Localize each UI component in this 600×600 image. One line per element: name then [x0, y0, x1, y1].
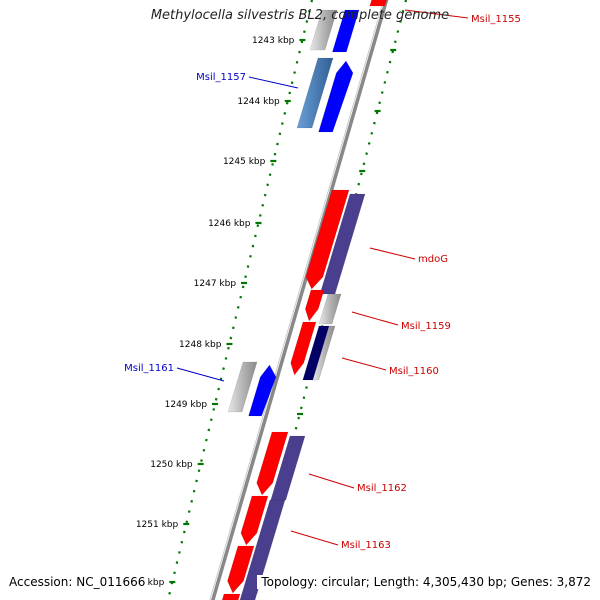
- gene-bar-msil-1155[interactable]: [369, 0, 389, 7]
- ruler-tick-label: 1244 kbp: [237, 97, 280, 107]
- gene-leader-line: [248, 76, 299, 89]
- gene-label[interactable]: Msil_1161: [124, 363, 174, 374]
- gene-label[interactable]: Msil_1163: [341, 540, 391, 551]
- gene-bar-mdog[interactable]: [305, 189, 350, 290]
- gene-label[interactable]: Msil_1159: [401, 321, 451, 332]
- genome-info-text: Topology: circular; Length: 4,305,430 bp…: [257, 575, 591, 589]
- gene-bar-msil-1159[interactable]: [304, 289, 325, 322]
- gene-leader-line: [176, 367, 225, 382]
- gene-label[interactable]: Msil_1155: [471, 14, 521, 25]
- map-title: Methylocella silvestris BL2, complete ge…: [150, 8, 450, 23]
- ruler-tick-label: 1251 kbp: [136, 520, 179, 530]
- ruler-tick-label: kbp: [148, 578, 165, 588]
- ruler-tick-label: 1243 kbp: [252, 36, 295, 46]
- backbone-highlight: [209, 0, 385, 600]
- gene-leader-line: [308, 473, 355, 489]
- accession-text: Accession: NC_011666: [9, 575, 146, 589]
- genes-layer: [218, 0, 389, 600]
- ruler-tick-label: 1249 kbp: [165, 400, 208, 410]
- gene-leader-line: [404, 9, 469, 19]
- gene-label[interactable]: Msil_1160: [389, 366, 439, 377]
- gene-bar-gray[interactable]: [312, 325, 336, 381]
- ticks-layer: 1243 kbp 1244 kbp 1245 kbp 1246 kbp 1247 kbp…: [136, 36, 397, 594]
- gene-bar-msil-1157[interactable]: [318, 60, 354, 133]
- ruler-tick-label: 1248 kbp: [179, 340, 222, 350]
- gene-bar-cog-reverse[interactable]: [239, 499, 286, 600]
- gene-bar-gray[interactable]: [309, 9, 338, 51]
- ruler-tick-label: 1250 kbp: [150, 460, 193, 470]
- gene-label[interactable]: Msil_1162: [357, 483, 407, 494]
- gene-bar-msil-1163[interactable]: [240, 495, 269, 546]
- gene-bar-msil-1161[interactable]: [248, 364, 277, 417]
- gene-bar-msil-1160[interactable]: [290, 321, 317, 376]
- ruler-tick-label: 1247 kbp: [194, 279, 237, 289]
- ruler-tick-label: 1245 kbp: [223, 157, 266, 167]
- labels-layer: Msil_1155 Msil_1157 mdoG Msil_1159 Msil_1160…: [124, 9, 521, 551]
- gene-leader-line: [341, 357, 387, 371]
- gene-bar-cog-reverse[interactable]: [270, 435, 306, 501]
- gene-bar-reverse[interactable]: [227, 545, 255, 594]
- gene-bar-forward[interactable]: [331, 9, 360, 53]
- gene-bar-reverse[interactable]: [218, 593, 241, 600]
- gene-bar-cog-forward[interactable]: [296, 57, 334, 129]
- gene-bar-gray[interactable]: [318, 293, 342, 325]
- gene-bar-gray[interactable]: [227, 361, 258, 413]
- ruler-tick-label: 1246 kbp: [208, 219, 251, 229]
- gene-leader-line: [369, 247, 416, 260]
- gene-bar-msil-1162[interactable]: [256, 431, 289, 496]
- gene-leader-line: [290, 530, 339, 546]
- backbone-line: [211, 0, 389, 600]
- gene-label[interactable]: mdoG: [418, 254, 448, 265]
- gene-label[interactable]: Msil_1157: [196, 72, 246, 83]
- gene-leader-line: [351, 311, 399, 326]
